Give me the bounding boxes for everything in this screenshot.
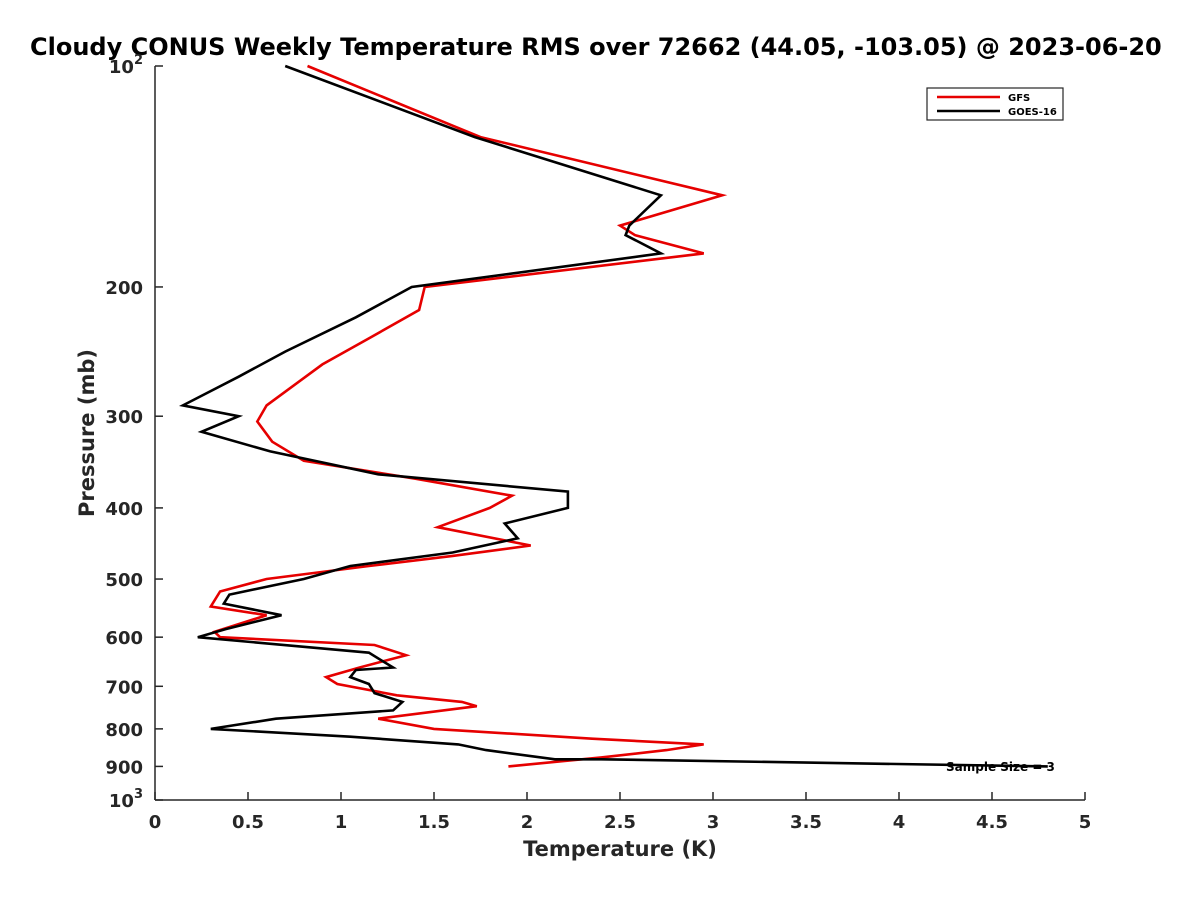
y-tick-label: 200 [105, 278, 143, 299]
legend: GFS GOES-16 [926, 87, 1064, 121]
x-tick-label: 3 [707, 812, 720, 833]
legend-box [926, 87, 1064, 121]
x-tick-label: 0 [149, 812, 162, 833]
y-tick-label: 102 [109, 53, 143, 78]
x-axis-ticks: 0 0.5 1 1.5 2 2.5 3 3.5 4 4.5 5 [149, 792, 1092, 833]
y-axis-ticks: 102 200 300 400 500 600 700 800 900 103 [105, 53, 163, 812]
y-tick-label: 700 [105, 677, 143, 698]
y-tick-label: 900 [105, 757, 143, 778]
plot-axes [154, 66, 1085, 801]
x-tick-label: 1 [335, 812, 348, 833]
sample-size-annotation: Sample Size = 3 [946, 760, 1055, 774]
legend-label-goes-16: GOES-16 [1008, 107, 1057, 118]
series-line-gfs [208, 64, 728, 768]
y-tick-label: 800 [105, 720, 143, 741]
y-tick-label: 400 [105, 499, 143, 520]
y-axis-label: Pressure (mb) [75, 349, 99, 517]
series-line-goes-16 [178, 64, 1048, 768]
x-tick-label: 4.5 [976, 812, 1008, 833]
y-tick-label: 600 [105, 628, 143, 649]
legend-label-gfs: GFS [1008, 93, 1030, 104]
x-tick-label: 0.5 [232, 812, 264, 833]
x-tick-label: 2 [521, 812, 534, 833]
x-tick-label: 4 [893, 812, 906, 833]
y-tick-label: 300 [105, 407, 143, 428]
legend-items: GFS GOES-16 [937, 93, 1057, 118]
x-tick-label: 1.5 [418, 812, 450, 833]
x-tick-label: 5 [1079, 812, 1092, 833]
x-tick-label: 3.5 [790, 812, 822, 833]
series-layer [178, 64, 1048, 768]
x-tick-label: 2.5 [604, 812, 636, 833]
y-tick-label: 500 [105, 570, 143, 591]
y-tick-label: 103 [109, 787, 143, 812]
chart-title: Cloudy CONUS Weekly Temperature RMS over… [30, 33, 1162, 61]
x-axis-label: Temperature (K) [523, 837, 717, 861]
